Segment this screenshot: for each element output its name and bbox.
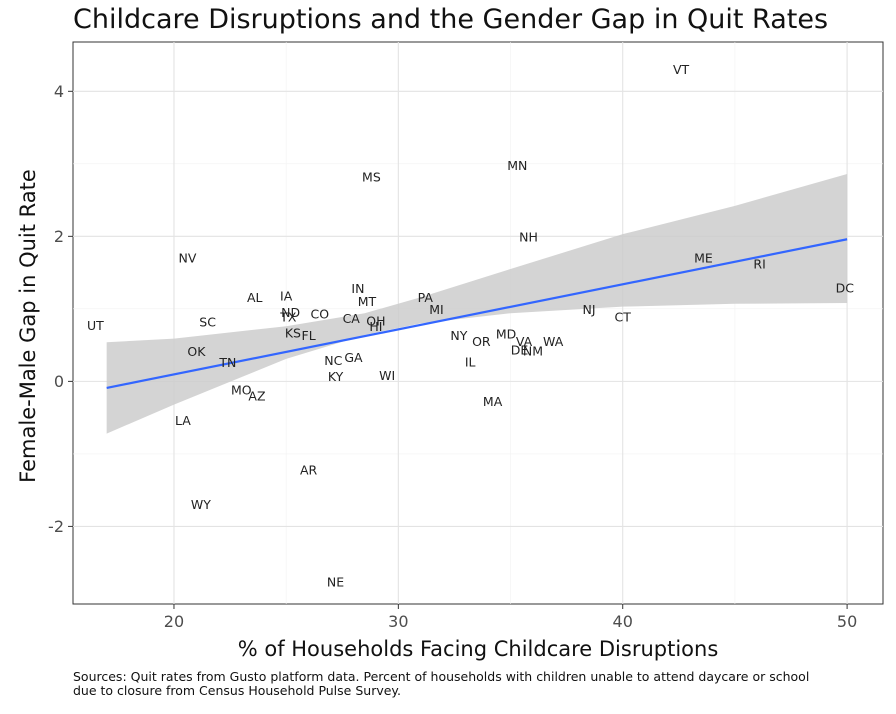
- state-label-mt: MT: [358, 294, 377, 309]
- state-label-ne: NE: [327, 575, 344, 590]
- state-label-tx: TX: [279, 309, 297, 324]
- y-tick-label: -2: [48, 517, 64, 536]
- state-label-ok: OK: [187, 344, 206, 359]
- state-label-ri: RI: [753, 256, 765, 271]
- state-label-ny: NY: [450, 328, 467, 343]
- state-label-ma: MA: [483, 394, 503, 409]
- source-caption: Sources: Quit rates from Gusto platform …: [73, 670, 888, 698]
- state-label-wi: WI: [379, 368, 395, 383]
- fit-line-layer: [106, 238, 848, 389]
- regression-line: [106, 238, 848, 389]
- x-tick-label: 40: [613, 612, 633, 631]
- state-label-nh: NH: [519, 230, 538, 245]
- state-label-dc: DC: [836, 280, 855, 295]
- y-tick-label: 0: [54, 372, 64, 391]
- state-label-al: AL: [247, 290, 263, 305]
- state-label-wa: WA: [543, 334, 564, 349]
- state-label-nv: NV: [178, 251, 196, 266]
- plot-panel: [72, 41, 884, 605]
- confidence-band-layer: [106, 173, 848, 434]
- state-label-mn: MN: [507, 158, 527, 173]
- grid-lines: [73, 42, 883, 604]
- x-tick-label: 50: [837, 612, 857, 631]
- state-label-md: MD: [496, 327, 516, 342]
- state-label-ca: CA: [343, 311, 361, 326]
- confidence-band: [106, 173, 848, 434]
- y-axis-label: Female-Male Gap in Quit Rate: [16, 169, 40, 483]
- state-label-nj: NJ: [583, 302, 596, 317]
- y-tick-label: 4: [54, 82, 64, 101]
- state-label-vt: VT: [673, 62, 690, 77]
- state-label-az: AZ: [248, 388, 265, 403]
- state-label-hi: HI: [369, 319, 382, 334]
- state-label-fl: FL: [302, 328, 316, 343]
- state-label-va: VA: [516, 334, 533, 349]
- state-label-tn: TN: [218, 355, 236, 370]
- state-label-ky: KY: [328, 369, 344, 384]
- state-label-me: ME: [694, 251, 713, 266]
- axes: 20 30 40 50 -2 0 2 4: [48, 82, 857, 631]
- state-label-in: IN: [351, 281, 364, 296]
- state-label-ar: AR: [300, 462, 318, 477]
- state-label-mo: MO: [231, 383, 252, 398]
- state-label-la: LA: [175, 413, 191, 428]
- state-label-sc: SC: [199, 314, 216, 329]
- state-label-nm: NM: [523, 343, 543, 358]
- state-label-wy: WY: [191, 497, 211, 512]
- x-axis-label: % of Households Facing Childcare Disrupt…: [238, 637, 719, 661]
- y-tick-label: 2: [54, 227, 64, 246]
- x-tick-label: 30: [388, 612, 408, 631]
- state-label-de: DE: [511, 343, 529, 358]
- x-tick-label: 20: [164, 612, 184, 631]
- state-label-ga: GA: [344, 350, 363, 365]
- state-label-ia: IA: [280, 288, 293, 303]
- caption-line-2: due to closure from Census Household Pul…: [73, 683, 402, 698]
- state-label-il: IL: [465, 354, 476, 369]
- state-label-co: CO: [311, 306, 330, 321]
- state-label-ct: CT: [615, 309, 632, 324]
- state-label-nd: ND: [281, 305, 300, 320]
- state-label-ks: KS: [285, 325, 301, 340]
- state-label-ms: MS: [362, 169, 381, 184]
- state-label-mi: MI: [429, 302, 443, 317]
- caption-line-1: Sources: Quit rates from Gusto platform …: [73, 669, 810, 684]
- state-label-or: OR: [472, 334, 491, 349]
- state-label-ut: UT: [87, 318, 104, 333]
- state-label-pa: PA: [418, 290, 434, 305]
- state-labels: VT MN MS NH NV ME RI DC IN AL IA PA MT MI NJ ND CO TX CA CT…: [87, 62, 854, 590]
- state-label-oh: OH: [366, 314, 385, 329]
- chart-title: Childcare Disruptions and the Gender Gap…: [73, 4, 829, 35]
- state-label-nc: NC: [324, 353, 342, 368]
